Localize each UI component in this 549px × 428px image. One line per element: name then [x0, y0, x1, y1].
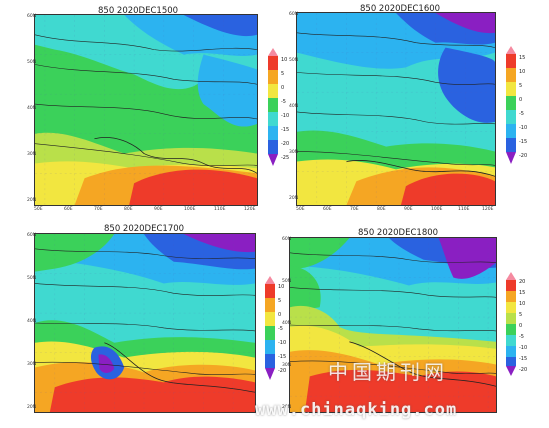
panel-title-3: 850 2020DEC1700 [104, 224, 185, 234]
lon-tick: 100E [184, 207, 196, 212]
lon-tick: 90E [154, 207, 163, 212]
lon-tick: 70E [94, 207, 103, 212]
colorbar-4-label: 5 [519, 312, 523, 318]
map-2 [296, 12, 496, 206]
lon-tick: 110E [214, 207, 226, 212]
lat-tick: 20N [289, 196, 299, 201]
lon-tick: 80E [124, 207, 133, 212]
lon-tick: 110E [458, 207, 470, 212]
lat-tick: 60N [282, 237, 292, 242]
lat-tick: 20N [282, 405, 292, 410]
lat-tick: 40N [289, 104, 299, 109]
field-1 [35, 15, 257, 205]
map-1 [34, 14, 258, 206]
lon-tick: 70E [350, 207, 359, 212]
colorbar-2-label: -10 [519, 125, 528, 131]
colorbar-2-label: 15 [519, 55, 526, 61]
lat-tick: 50N [27, 60, 37, 65]
field-4 [290, 238, 496, 412]
lon-tick: 60E [64, 207, 73, 212]
lat-tick: 50N [289, 58, 299, 63]
lat-tick: 20N [27, 198, 37, 203]
colorbar-4-label: -15 [519, 356, 528, 362]
colorbar-1-label: -10 [281, 113, 290, 119]
colorbar-1-label: -15 [281, 127, 290, 133]
lat-tick: 30N [282, 363, 292, 368]
colorbar-3-label: -10 [278, 340, 287, 346]
panel-title-1: 850 2020DEC1500 [98, 6, 179, 16]
lat-tick: 60N [289, 12, 299, 17]
watermark-cn: 中国期刊网 [328, 360, 448, 384]
colorbar-4-label: -5 [519, 334, 524, 340]
map-4 [289, 237, 497, 413]
colorbar-3-label: 10 [278, 284, 285, 290]
lat-tick: 50N [282, 279, 292, 284]
lon-tick: 120E [244, 207, 256, 212]
lat-tick: 30N [289, 150, 299, 155]
colorbar-2-label: 10 [519, 69, 526, 75]
colorbar-4-label: 15 [519, 290, 526, 296]
lat-tick: 40N [27, 319, 37, 324]
lon-tick: 60E [323, 207, 332, 212]
lat-tick: 40N [27, 106, 37, 111]
field-3 [35, 234, 255, 412]
lon-tick: 90E [404, 207, 413, 212]
lon-tick: 50E [296, 207, 305, 212]
lat-tick: 30N [27, 152, 37, 157]
lon-tick: 50E [34, 207, 43, 212]
colorbar-3-label: -5 [278, 326, 283, 332]
lat-tick: 60N [27, 14, 37, 19]
colorbar-4-label: -10 [519, 345, 528, 351]
colorbar-3 [265, 276, 275, 380]
colorbar-2-label: -20 [519, 153, 528, 159]
panel-title-4: 850 2020DEC1800 [358, 228, 439, 238]
colorbar-3-label: 0 [278, 312, 282, 318]
lon-tick: 80E [377, 207, 386, 212]
colorbar-1-label: -25 [281, 155, 290, 161]
colorbar-2-label: -5 [519, 111, 524, 117]
colorbar-4-label: 10 [519, 301, 526, 307]
watermark: www.chinaqking.com [255, 400, 458, 420]
colorbar-4-label: 20 [519, 279, 526, 285]
lon-tick: 120E [482, 207, 494, 212]
colorbar-1-label: 0 [281, 85, 285, 91]
colorbar-1-label: -5 [281, 99, 286, 105]
lat-tick: 50N [27, 276, 37, 281]
colorbar-2-label: -15 [519, 139, 528, 145]
colorbar-3-label: -15 [278, 354, 287, 360]
lat-tick: 60N [27, 233, 37, 238]
colorbar-4 [506, 272, 516, 376]
colorbar-3-label: 5 [278, 298, 282, 304]
lon-tick: 100E [431, 207, 443, 212]
colorbar-1-label: -20 [281, 141, 290, 147]
colorbar-3-label: -20 [278, 368, 287, 374]
colorbar-1-label: 10 [281, 57, 288, 63]
colorbar-4-label: 0 [519, 323, 523, 329]
colorbar-1 [268, 48, 278, 166]
panel-title-2: 850 2020DEC1600 [360, 4, 441, 14]
colorbar-4-label: -20 [519, 367, 528, 373]
lat-tick: 30N [27, 362, 37, 367]
map-3 [34, 233, 256, 413]
field-2 [297, 13, 495, 205]
lat-tick: 40N [282, 321, 292, 326]
colorbar-2-label: 0 [519, 97, 523, 103]
colorbar-2-label: 5 [519, 83, 523, 89]
colorbar-2 [506, 46, 516, 164]
lat-tick: 20N [27, 405, 37, 410]
colorbar-1-label: 5 [281, 71, 285, 77]
